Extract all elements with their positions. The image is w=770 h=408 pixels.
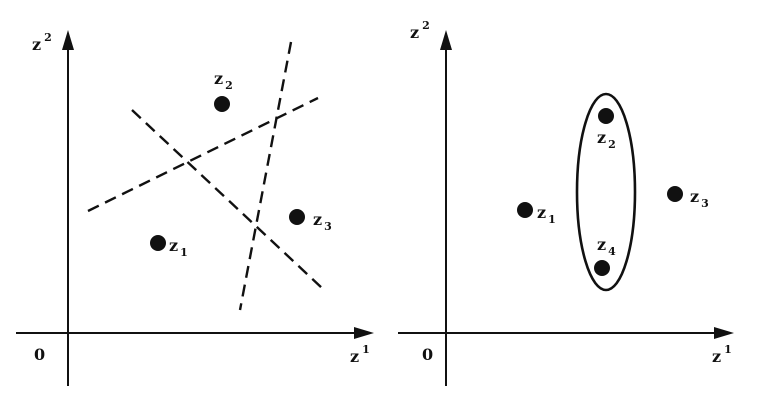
right-point-z4 — [594, 260, 610, 276]
left-origin-label: 0 — [34, 345, 45, 364]
left-dashed-line-3 — [238, 41, 293, 311]
right-cluster-ellipse — [575, 92, 637, 292]
left-dashed-line-2 — [131, 109, 323, 289]
right-point-z2 — [598, 108, 614, 124]
left-point-z2 — [214, 96, 230, 112]
left-point-z3 — [289, 209, 305, 225]
left-dashed-line-1 — [87, 96, 319, 213]
right-point-z3 — [667, 186, 683, 202]
right-point-z1 — [517, 202, 533, 218]
right-x-axis-arrow — [714, 327, 734, 339]
right-origin-label: 0 — [422, 345, 433, 364]
left-point-z1 — [150, 235, 166, 251]
left-y-axis-arrow — [62, 30, 74, 50]
left-x-axis-arrow — [354, 327, 374, 339]
right-y-axis-arrow — [440, 30, 452, 50]
